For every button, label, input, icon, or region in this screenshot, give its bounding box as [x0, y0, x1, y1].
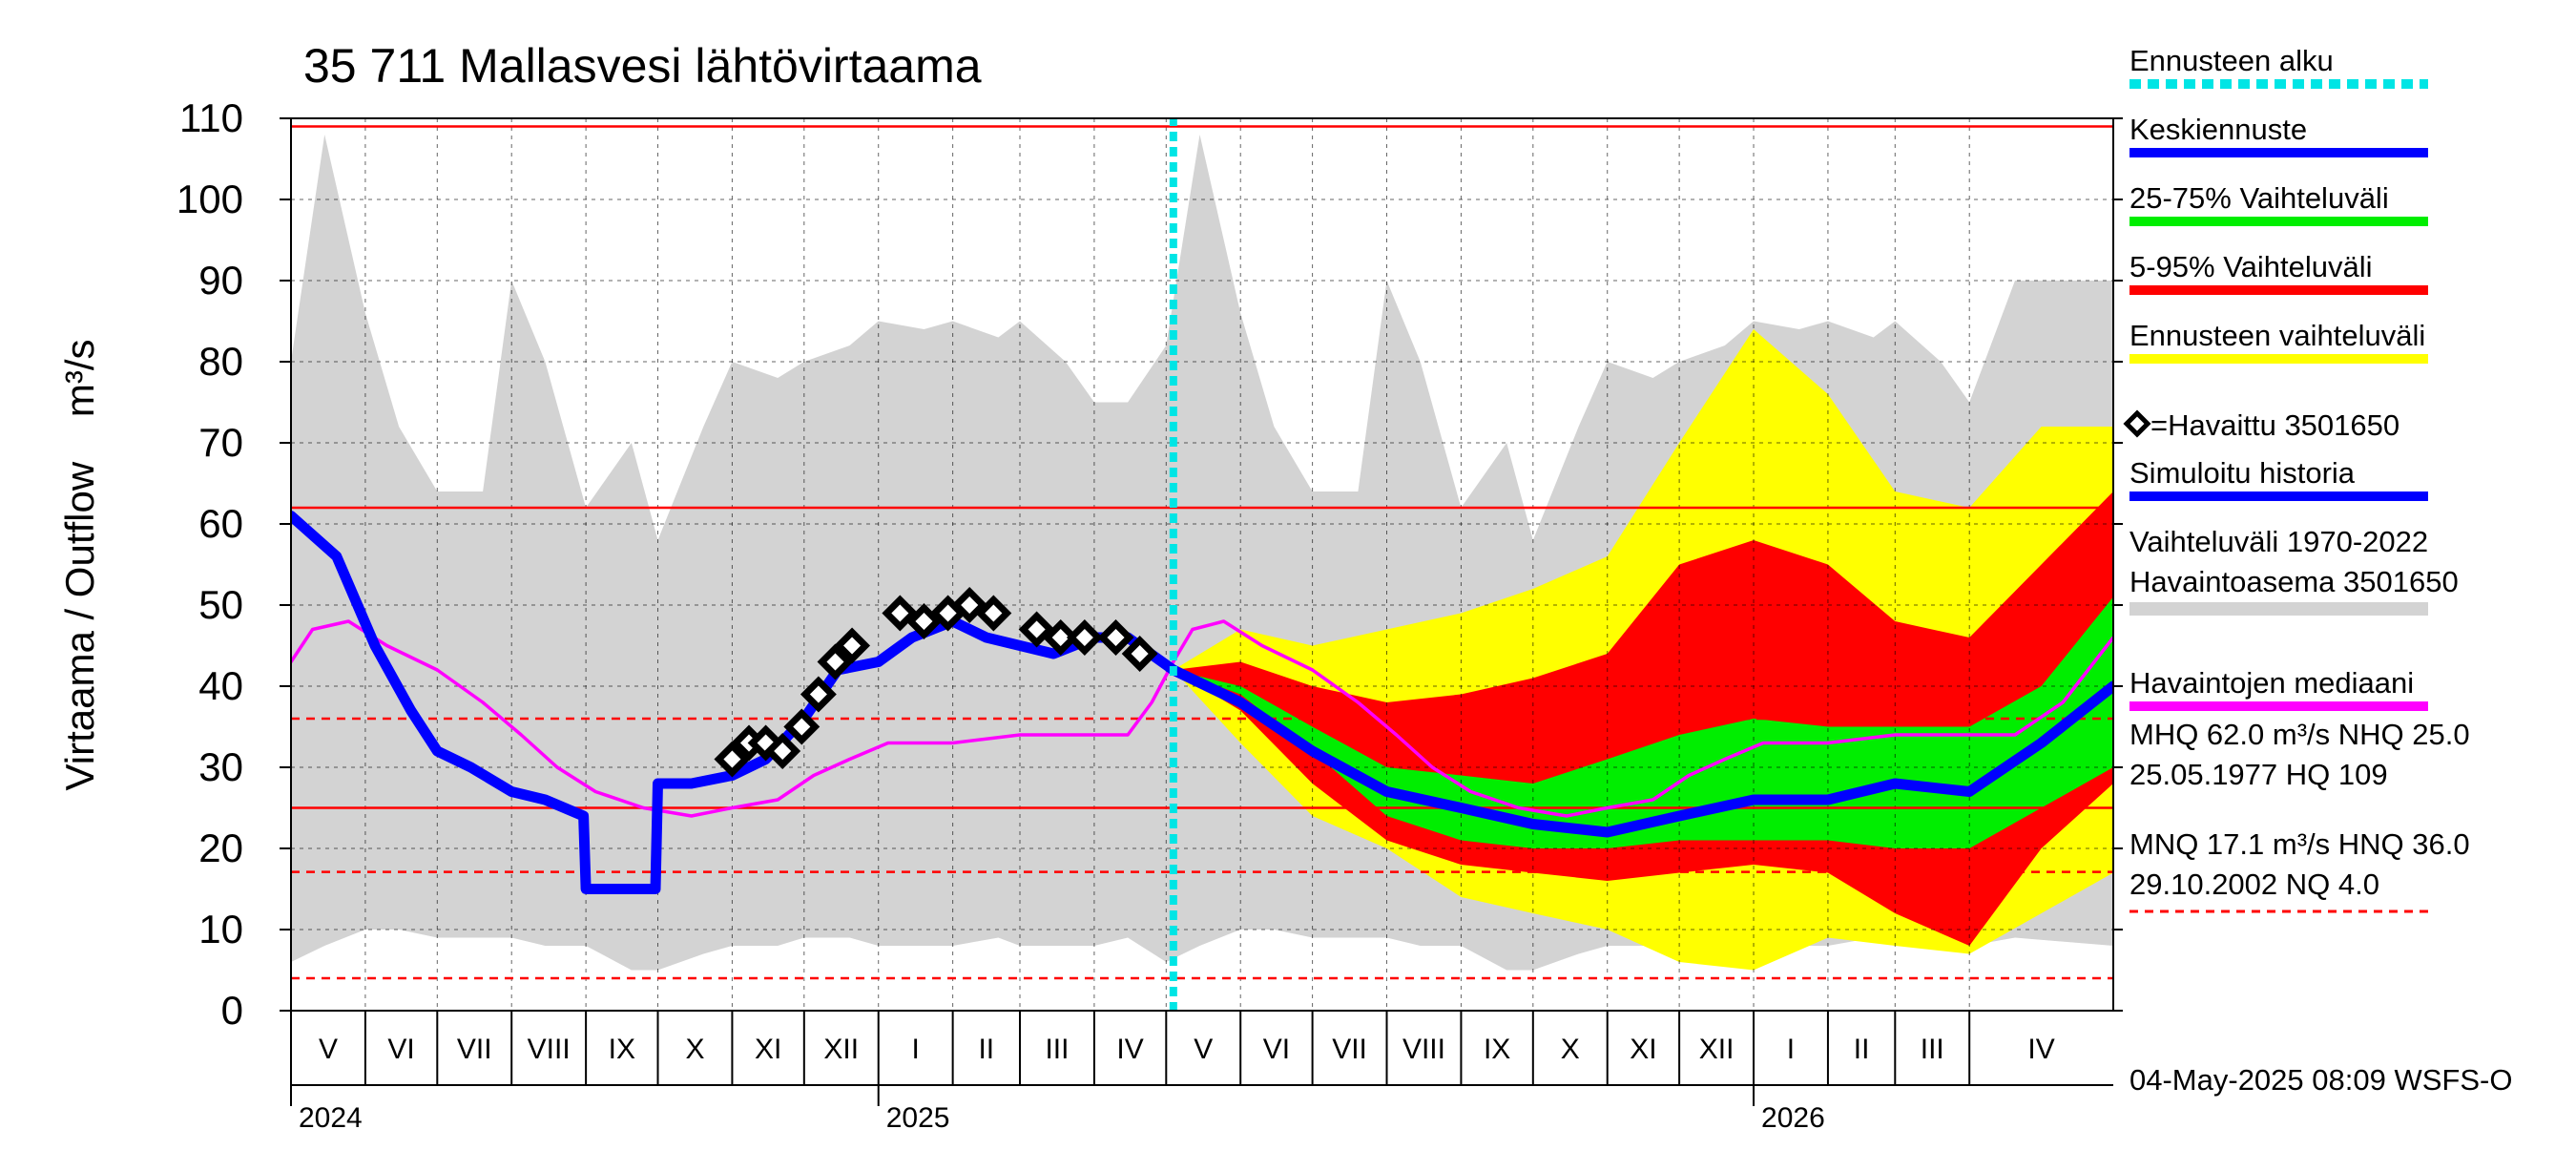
legend-label: 5-95% Vaihteluväli: [2129, 250, 2372, 283]
x-month-label: VI: [387, 1034, 414, 1065]
x-year-label: 2026: [1761, 1102, 1825, 1134]
y-tick-label: 100: [177, 177, 243, 221]
x-month-label: XII: [1699, 1034, 1735, 1065]
x-month-label: IV: [2027, 1034, 2054, 1065]
legend-marker-icon: [2123, 409, 2151, 438]
stats-line-1: MHQ 62.0 m³/s NHQ 25.0: [2129, 718, 2470, 751]
y-tick-label: 90: [198, 258, 243, 303]
observed-marker: [1018, 611, 1055, 648]
x-month-label: VII: [1332, 1034, 1367, 1065]
x-year-label: 2025: [886, 1102, 950, 1134]
legend-label: =Havaittu 3501650: [2150, 408, 2399, 442]
legend-label: Ennusteen alku: [2129, 44, 2334, 77]
observed-marker: [975, 595, 1012, 632]
x-month-label: II: [978, 1034, 994, 1065]
x-month-label: XI: [1630, 1034, 1656, 1065]
y-tick-label: 0: [221, 988, 243, 1033]
x-month-label: III: [1921, 1034, 1944, 1065]
x-month-label: IX: [1484, 1034, 1510, 1065]
legend-item-2: 25-75% Vaihteluväli: [2129, 181, 2428, 226]
x-month-label: III: [1045, 1034, 1069, 1065]
y-tick-label: 20: [198, 826, 243, 870]
stats-line-4: 29.10.2002 NQ 4.0: [2129, 868, 2379, 901]
x-month-label: V: [1194, 1034, 1213, 1065]
legend-label: 25-75% Vaihteluväli: [2129, 181, 2389, 215]
legend-item-7: Vaihteluväli 1970-2022 Havaintoasema 350…: [2129, 525, 2459, 616]
y-axis-label: Virtaama / Outflow m³/s: [57, 339, 102, 790]
chart-title: 35 711 Mallasvesi lähtövirtaama: [303, 39, 982, 93]
y-tick-label: 50: [198, 582, 243, 627]
stats-line-3: MNQ 17.1 m³/s HNQ 36.0: [2129, 827, 2470, 861]
legend-item-5: =Havaittu 3501650: [2123, 408, 2399, 442]
legend-item-8: Havaintojen mediaani: [2129, 666, 2428, 711]
series-line-1: [291, 511, 1179, 894]
legend-label: Keskiennuste: [2129, 113, 2307, 146]
legend-label: Ennusteen vaihteluväli: [2129, 319, 2425, 352]
legend-item-3: 5-95% Vaihteluväli: [2129, 250, 2428, 295]
legend-item-0: Ennusteen alku: [2129, 44, 2428, 89]
y-tick-label: 30: [198, 744, 243, 789]
observed-marker: [783, 708, 821, 745]
y-tick-label: 70: [198, 420, 243, 465]
observed-marker: [1121, 636, 1158, 672]
x-month-label: VII: [457, 1034, 492, 1065]
y-tick-label: 60: [198, 501, 243, 546]
x-month-label: VIII: [1402, 1034, 1445, 1065]
x-month-label: IV: [1116, 1034, 1143, 1065]
y-tick-label: 10: [198, 907, 243, 951]
legend-label: Simuloitu historia: [2129, 456, 2356, 490]
x-month-label: VIII: [528, 1034, 571, 1065]
observed-marker: [764, 733, 801, 769]
legend-label: Vaihteluväli 1970-2022: [2129, 525, 2428, 558]
x-month-label: XI: [755, 1034, 781, 1065]
x-month-label: VI: [1263, 1034, 1290, 1065]
x-month-label: I: [912, 1034, 920, 1065]
legend-label-2: Havaintoasema 3501650: [2129, 565, 2459, 598]
x-month-label: II: [1854, 1034, 1870, 1065]
plot-frame: [290, 117, 2114, 1012]
x-month-label: I: [1787, 1034, 1795, 1065]
x-month-label: IX: [609, 1034, 635, 1065]
observed-marker: [905, 603, 943, 639]
stats-line-2: 25.05.1977 HQ 109: [2129, 758, 2388, 791]
y-tick-label: 80: [198, 339, 243, 384]
observed-marker: [951, 587, 988, 623]
y-tick-label: 110: [179, 95, 243, 140]
legend-item-6: Simuloitu historia: [2129, 456, 2428, 501]
x-month-label: X: [685, 1034, 704, 1065]
legend-item-1: Keskiennuste: [2129, 113, 2428, 157]
observed-marker: [800, 676, 837, 713]
x-year-label: 2024: [299, 1102, 363, 1134]
observed-marker: [1097, 619, 1134, 656]
observed-marker: [714, 741, 751, 778]
observed-marker: [817, 643, 854, 680]
y-tick-label: 40: [198, 663, 243, 708]
legend-label: Havaintojen mediaani: [2129, 666, 2414, 700]
footer-timestamp: 04-May-2025 08:09 WSFS-O: [2129, 1063, 2512, 1097]
x-month-label: X: [1561, 1034, 1580, 1065]
observed-marker: [1066, 619, 1103, 656]
observed-marker: [834, 627, 871, 664]
legend-item-4: Ennusteen vaihteluväli: [2129, 319, 2428, 364]
series-line-2: [1168, 664, 2113, 838]
observed-marker: [1042, 619, 1079, 656]
x-month-label: XII: [823, 1034, 859, 1065]
x-month-label: V: [319, 1034, 338, 1065]
series-line-0: [291, 619, 2113, 818]
observed-marker: [882, 595, 919, 632]
